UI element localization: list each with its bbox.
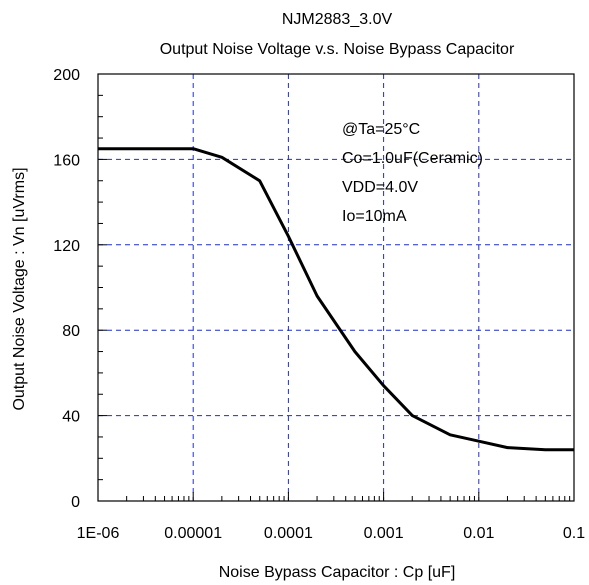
annotation-output-capacitor: Co=1.0uF(Ceramic) bbox=[342, 150, 483, 167]
x-axis-label: Noise Bypass Capacitor : Cp [uF] bbox=[219, 564, 456, 581]
x-tick-label: 0.0001 bbox=[264, 525, 313, 542]
x-tick-label: 0.1 bbox=[563, 525, 585, 542]
y-tick-label: 40 bbox=[62, 409, 80, 426]
x-tick-labels: 1E-06 0.00001 0.0001 0.001 0.01 0.1 bbox=[77, 525, 586, 542]
chart-subtitle: Output Noise Voltage v.s. Noise Bypass C… bbox=[160, 41, 515, 58]
plot-area-frame bbox=[97, 73, 575, 502]
annotation-supply-voltage: VDD=4.0V bbox=[342, 179, 418, 196]
y-tick-label: 160 bbox=[53, 152, 80, 169]
y-tick-label: 0 bbox=[71, 494, 80, 511]
x-tick-label: 0.00001 bbox=[164, 525, 222, 542]
y-tick-labels: 0 40 80 120 160 200 bbox=[53, 67, 80, 511]
chart-title: NJM2883_3.0V bbox=[282, 11, 393, 28]
annotation-temperature: @Ta=25°C bbox=[342, 121, 420, 138]
series bbox=[98, 147, 574, 452]
minor-ticks bbox=[98, 94, 571, 501]
series-line bbox=[98, 147, 574, 452]
axis-ticks bbox=[97, 73, 575, 502]
annotation-output-current: Io=10mA bbox=[342, 208, 407, 225]
x-tick-label: 0.001 bbox=[364, 525, 404, 542]
y-axis-label: Output Noise Voltage : Vn [uVrms] bbox=[11, 167, 28, 410]
x-tick-label: 1E-06 bbox=[77, 525, 120, 542]
grid bbox=[98, 74, 574, 501]
y-tick-label: 120 bbox=[53, 238, 80, 255]
y-tick-label: 200 bbox=[53, 67, 80, 84]
annotation-block: @Ta=25°C Co=1.0uF(Ceramic) VDD=4.0V Io=1… bbox=[342, 121, 483, 225]
y-tick-label: 80 bbox=[62, 323, 80, 340]
x-tick-label: 0.01 bbox=[463, 525, 494, 542]
